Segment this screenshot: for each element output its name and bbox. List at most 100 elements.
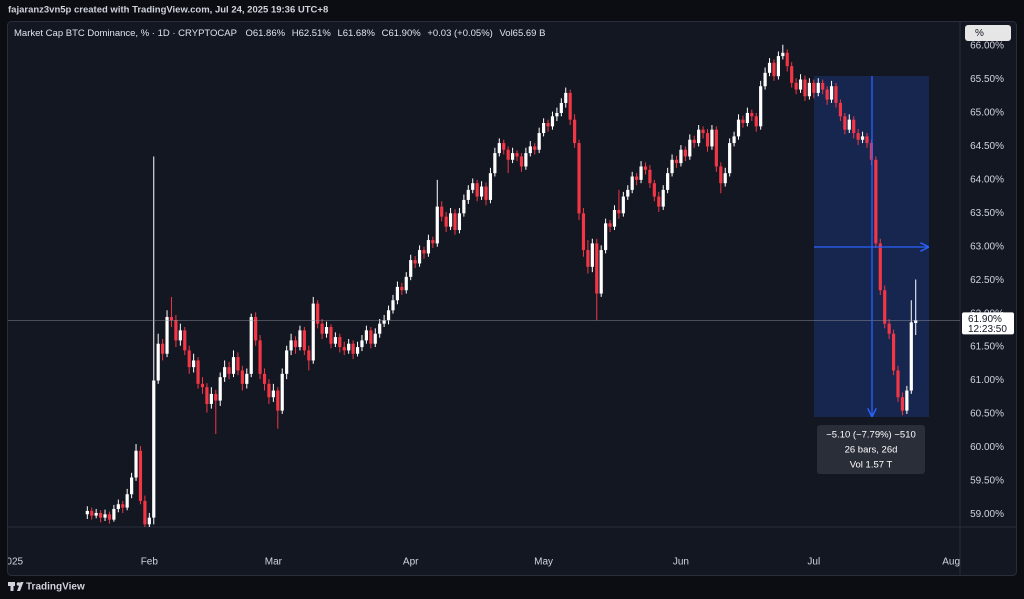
candle-body — [417, 250, 422, 264]
candle-body — [701, 129, 705, 134]
candle-body — [161, 343, 165, 354]
candle-body — [621, 196, 625, 214]
candle-body — [426, 240, 431, 254]
x-tick-label: Jun — [673, 557, 689, 568]
candle-body — [860, 136, 865, 140]
candle-body — [692, 139, 696, 144]
legend-low: L61.68% — [337, 28, 375, 39]
candle-body — [143, 500, 147, 525]
candle-body — [612, 209, 617, 227]
candle-body — [803, 79, 807, 97]
candle-body — [200, 383, 205, 388]
x-tick-label: Feb — [141, 557, 159, 568]
candle-body — [643, 166, 648, 170]
candle-body — [852, 119, 856, 134]
candle-body — [342, 347, 346, 351]
price-tag — [962, 312, 1014, 335]
candle-body — [878, 243, 882, 291]
legend-change: +0.03 (+0.05%) — [427, 28, 493, 39]
candle-body — [107, 514, 112, 520]
candle-body — [533, 146, 537, 150]
candle-body — [652, 183, 656, 197]
logo-stem — [10, 582, 14, 591]
candle-body — [821, 82, 825, 90]
candle-body — [404, 276, 408, 291]
candle-body — [790, 66, 794, 83]
candle-body — [462, 199, 466, 214]
candle-body — [178, 330, 182, 341]
candle-body — [754, 116, 758, 127]
candle-body — [843, 116, 847, 130]
candle-body — [661, 189, 665, 207]
candle-body — [324, 327, 329, 334]
candle-body — [590, 243, 594, 267]
candle-body — [874, 159, 878, 244]
candle-body — [431, 240, 435, 244]
candle-body — [794, 82, 798, 90]
candle-body — [674, 159, 679, 164]
y-tick-label: 60.00% — [970, 442, 1004, 453]
chart-panel — [7, 21, 1017, 576]
candle-body — [227, 367, 231, 374]
candle-body — [564, 92, 568, 103]
candle-body — [914, 320, 918, 323]
candle-body — [240, 370, 244, 384]
candle-body — [759, 86, 763, 127]
candle-body — [316, 303, 320, 324]
candle-body — [121, 504, 125, 508]
candle-body — [697, 129, 701, 144]
candle-body — [152, 380, 156, 518]
candle-body — [338, 337, 342, 348]
candle-body — [99, 512, 103, 518]
candle-body — [236, 357, 240, 371]
candle-body — [395, 286, 400, 301]
candle-body — [382, 320, 386, 324]
candle-body — [165, 316, 169, 354]
candle-body — [413, 260, 417, 264]
candle-body — [506, 149, 510, 160]
candle-body — [648, 169, 652, 184]
x-tick-label: 2025 — [1, 557, 24, 568]
scale-button[interactable] — [965, 25, 1011, 41]
candle-body — [311, 303, 315, 361]
candle-body — [484, 186, 488, 200]
candle-body — [626, 189, 630, 197]
candle-body — [741, 119, 745, 123]
logo-slash — [17, 582, 24, 591]
candle-body — [285, 350, 289, 374]
candle-body — [750, 112, 754, 117]
candle-body — [378, 323, 382, 334]
candle-body — [156, 343, 160, 381]
candle-body — [896, 370, 900, 398]
candle-body — [865, 136, 869, 144]
candle-body — [125, 494, 129, 508]
candle-body — [329, 327, 333, 344]
legend-volume: Vol65.69 B — [499, 28, 545, 39]
candle-body — [683, 149, 687, 157]
candle-body — [710, 129, 714, 147]
candle-body — [192, 360, 196, 368]
candle-body — [249, 316, 253, 374]
candle-body — [85, 510, 89, 515]
candle-body — [493, 153, 497, 174]
candle-body — [577, 143, 581, 214]
candle-body — [816, 82, 820, 93]
candle-body — [488, 173, 493, 200]
candle-body — [714, 129, 718, 167]
scale-button-label[interactable]: % — [975, 28, 984, 39]
candle-body — [785, 52, 789, 67]
candle-body — [745, 112, 749, 123]
price-tag-value: 61.90% — [968, 314, 1002, 325]
candle-body — [347, 343, 351, 351]
candle-body — [134, 450, 138, 478]
legend-high: H62.51% — [292, 28, 332, 39]
candle-body — [546, 123, 550, 127]
candle-body — [847, 119, 851, 130]
candle-body — [883, 290, 887, 324]
candle-body — [475, 183, 479, 197]
y-tick-label: 65.50% — [970, 74, 1004, 85]
legend-open: O61.86% — [245, 28, 285, 39]
candle-body — [679, 149, 683, 164]
